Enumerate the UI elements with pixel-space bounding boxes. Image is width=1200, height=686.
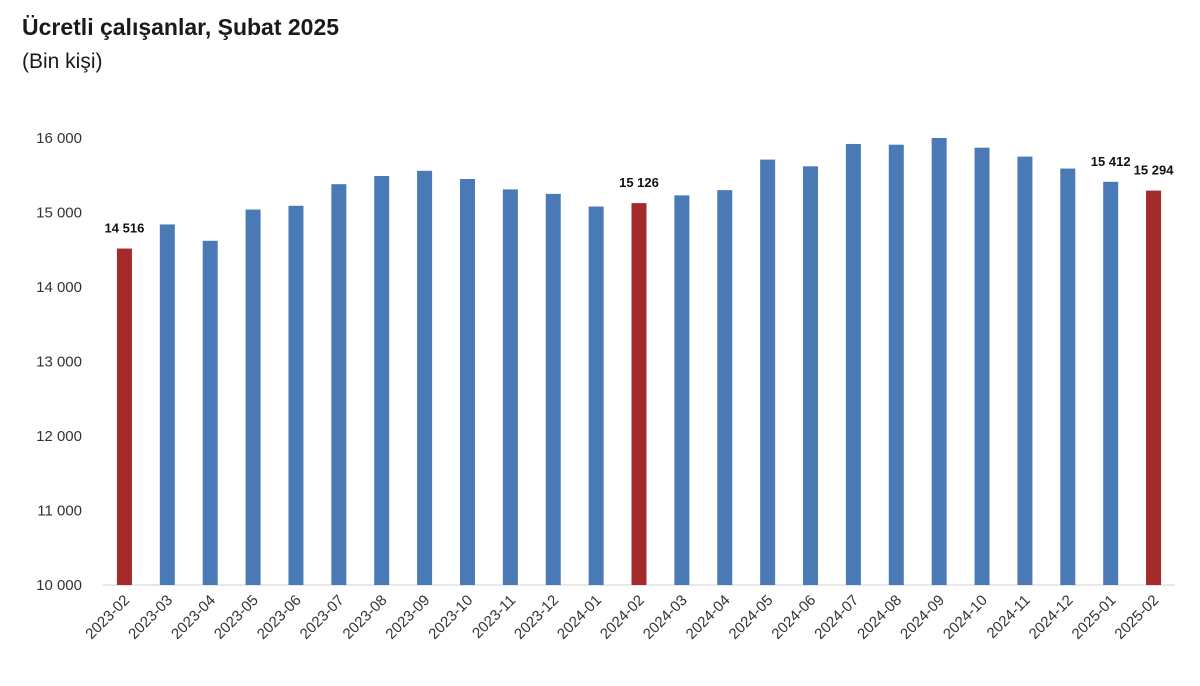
x-tick-label: 2023-02 bbox=[82, 592, 133, 643]
bar-2023-08 bbox=[374, 175, 390, 585]
bar-2025-01 bbox=[1103, 181, 1119, 585]
x-tick-label: 2024-09 bbox=[897, 592, 948, 643]
x-tick-label: 2025-01 bbox=[1069, 592, 1120, 643]
bar-2024-11 bbox=[1017, 156, 1033, 585]
chart-subtitle: (Bin kişi) bbox=[22, 50, 103, 73]
bar-2024-10 bbox=[974, 147, 990, 585]
bar-2024-03 bbox=[674, 195, 690, 586]
y-tick-label: 16 000 bbox=[36, 130, 82, 147]
y-tick-label: 13 000 bbox=[36, 354, 82, 371]
x-tick-label: 2023-07 bbox=[297, 592, 348, 643]
bar-2024-02 bbox=[631, 203, 647, 585]
x-tick-label: 2024-03 bbox=[640, 592, 691, 643]
data-label: 15 126 bbox=[619, 175, 659, 190]
bar-2024-07 bbox=[845, 143, 861, 585]
y-tick-label: 15 000 bbox=[36, 205, 82, 222]
x-tick-label: 2023-11 bbox=[469, 592, 519, 642]
bar-2024-05 bbox=[760, 159, 776, 586]
bar-2024-09 bbox=[931, 138, 947, 585]
bar-2024-01 bbox=[588, 206, 604, 586]
x-tick-label: 2023-09 bbox=[382, 592, 433, 643]
bar-2024-06 bbox=[803, 166, 819, 585]
y-tick-label: 14 000 bbox=[36, 279, 82, 296]
x-tick-label: 2024-06 bbox=[768, 592, 819, 643]
bar-2023-12 bbox=[545, 193, 561, 585]
x-tick-label: 2024-11 bbox=[984, 592, 1034, 642]
bars bbox=[116, 138, 1162, 586]
x-tick-label: 2024-01 bbox=[554, 592, 605, 643]
x-tick-label: 2024-10 bbox=[940, 592, 991, 643]
bar-2024-12 bbox=[1060, 168, 1076, 586]
bar-2023-06 bbox=[288, 205, 304, 586]
bar-2023-09 bbox=[417, 170, 433, 585]
bar-2023-07 bbox=[331, 184, 347, 585]
x-tick-label: 2024-04 bbox=[683, 592, 734, 643]
x-tick-label: 2024-07 bbox=[811, 592, 862, 643]
data-label: 15 412 bbox=[1091, 154, 1131, 169]
bar-2024-04 bbox=[717, 190, 733, 585]
y-tick-label: 10 000 bbox=[36, 577, 82, 594]
x-tick-label: 2024-12 bbox=[1026, 592, 1077, 643]
bar-2023-02 bbox=[116, 248, 132, 586]
x-tick-label: 2023-12 bbox=[511, 592, 562, 643]
bar-2023-03 bbox=[159, 224, 175, 586]
data-label: 14 516 bbox=[105, 221, 145, 236]
bar-2025-02 bbox=[1146, 190, 1162, 586]
data-label: 15 294 bbox=[1134, 163, 1175, 178]
bar-2023-05 bbox=[245, 209, 261, 585]
x-tick-label: 2023-06 bbox=[254, 592, 305, 643]
x-tick-label: 2025-02 bbox=[1111, 592, 1162, 643]
bar-2023-11 bbox=[502, 189, 518, 585]
y-tick-label: 11 000 bbox=[37, 503, 82, 520]
bar-2024-08 bbox=[888, 144, 904, 585]
y-axis-ticks: 10 000 11 000 12 000 13 000 14 000 15 000 16 0… bbox=[36, 130, 82, 594]
x-tick-label: 2024-05 bbox=[726, 592, 777, 643]
chart-title: Ücretli çalışanlar, Şubat 2025 bbox=[22, 14, 340, 40]
x-axis-ticks: 2023-022023-032023-042023-052023-062023-… bbox=[82, 592, 1162, 643]
x-tick-label: 2023-03 bbox=[125, 592, 176, 643]
bar-2023-04 bbox=[202, 240, 218, 585]
x-tick-label: 2023-04 bbox=[168, 592, 219, 643]
x-tick-label: 2024-02 bbox=[597, 592, 648, 643]
x-tick-label: 2023-08 bbox=[340, 592, 391, 643]
x-tick-label: 2023-05 bbox=[211, 592, 262, 643]
x-tick-label: 2023-10 bbox=[425, 592, 476, 643]
y-tick-label: 12 000 bbox=[36, 428, 82, 445]
x-tick-label: 2024-08 bbox=[854, 592, 905, 643]
bar-2023-10 bbox=[459, 178, 475, 585]
